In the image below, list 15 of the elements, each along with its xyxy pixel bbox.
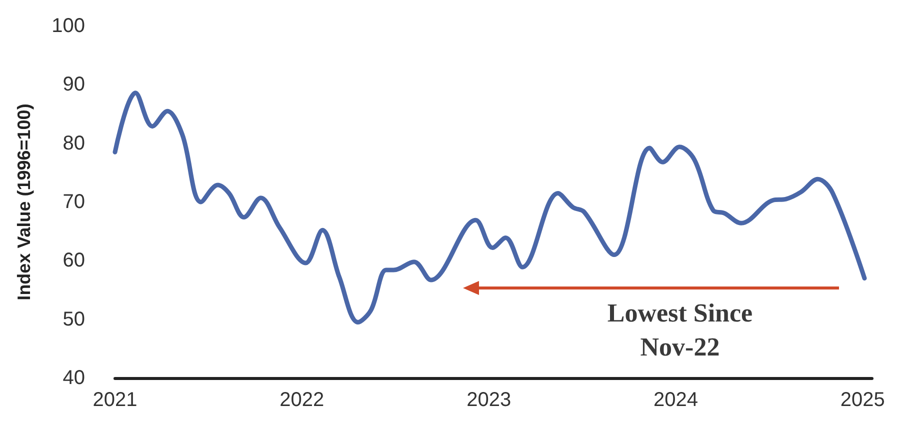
x-tick-label: 2021: [92, 389, 138, 411]
y-axis-title: Index Value (1996=100): [14, 104, 34, 300]
x-tick-label: 2023: [466, 389, 512, 411]
y-tick-label: 40: [62, 367, 85, 389]
y-tick-label: 50: [62, 308, 85, 330]
y-tick-label: 100: [52, 15, 85, 37]
x-tick-label: 2022: [280, 389, 324, 411]
y-tick-label: 60: [62, 250, 85, 272]
y-tick-label: 90: [62, 74, 85, 96]
y-tick-label: 70: [62, 191, 85, 213]
x-tick-label: 2025: [840, 389, 885, 411]
annotation: Lowest Since Nov-22: [607, 298, 753, 362]
x-tick-label: 2024: [653, 389, 698, 411]
y-tick-label: 80: [62, 132, 85, 154]
line-series: [112, 90, 867, 325]
